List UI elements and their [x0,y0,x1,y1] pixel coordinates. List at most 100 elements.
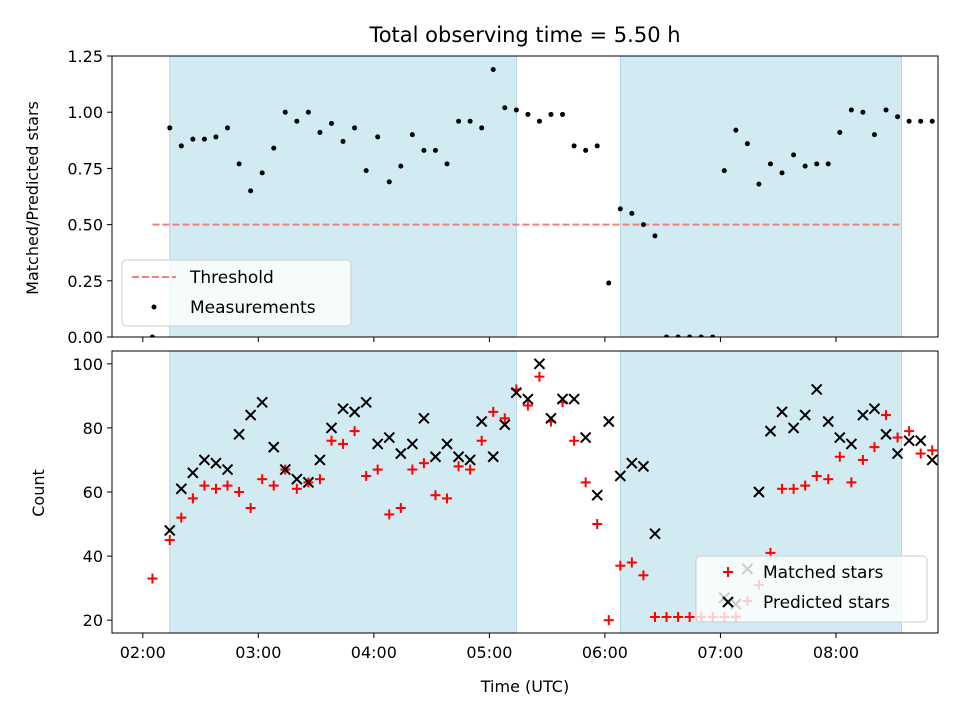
predicted-stars-point [834,431,846,444]
measurements-point [340,138,346,144]
measurements-point [178,143,184,149]
matched-legend-label: Matched stars [763,563,883,583]
matched-stars-point [811,470,822,481]
predicted-stars-point [533,358,546,370]
measurements-point [883,107,889,113]
measurements-point [167,125,173,131]
predicted-stars-point [325,422,338,434]
matched-stars-point [915,448,926,459]
measurements-point [652,233,658,239]
predicted-stars-point [464,454,476,466]
matched-stars-point [603,615,614,626]
measurements-point [825,161,831,167]
predicted-stars-point [822,415,834,428]
predicted-stars-point [579,431,592,444]
predicted-stars-point [545,412,557,425]
predicted-stars-point [810,383,823,396]
predicted-stars-point [406,438,419,450]
matched-stars-point [407,464,418,475]
measurements-point [906,118,912,124]
predicted-stars-point [510,386,523,399]
predicted-stars-point [395,447,407,460]
predicted-stars-point [475,415,488,428]
count-x-tick-label: 04:00 [351,643,397,662]
predicted-stars-point [891,447,904,460]
ratio-legend-box [121,259,352,327]
matched-stars-point [777,483,788,494]
count-x-axis-label: Time (UTC) [480,677,569,696]
measurements-point [548,111,554,117]
measurements-point [282,109,288,115]
matched-stars-point [430,490,441,501]
measurements-point [594,143,600,149]
measurements-point [201,136,207,142]
predicted-stars-point [776,406,788,418]
measurements-point [248,188,254,194]
count-panel: 20 40 60 80 100 02:00 03:00 04:00 05:00 06:00 07:… [29,350,939,696]
measurements-point [409,132,415,138]
count-x-axis: 02:00 03:00 04:00 05:00 06:00 07:00 08:00 [120,633,859,662]
matched-stars-point [580,477,591,488]
matched-stars-point [245,503,256,514]
matched-stars-point [453,461,464,472]
matched-stars-point [626,557,637,568]
predicted-stars-point [279,463,291,476]
count-legend: Matched stars Predicted stars [695,555,928,623]
measurements-point [871,132,877,138]
matched-stars-point [881,410,892,421]
count-y-tick-label: 20 [83,611,103,630]
matched-stars-point [673,611,684,622]
measurements-point [583,147,589,153]
predicted-stars-point [360,396,372,408]
predicted-stars-point [649,527,661,540]
matched-stars-point [684,611,695,622]
predicted-stars-point [175,483,188,495]
count-y-tick-label: 80 [83,419,103,438]
matched-legend-swatch [723,567,733,577]
ratio-y-axis: 0.00 0.25 0.50 0.75 1.00 1.25 [67,47,112,347]
predicted-stars-point [210,457,222,469]
ratio-y-axis-label: Matched/Predicted stars [23,101,42,295]
predicted-stars-point [291,473,303,485]
matched-stars-point [569,435,580,446]
matched-stars-point [349,426,360,437]
matched-stars-point [800,480,811,491]
matched-stars-point [314,474,325,485]
measurements-point [560,111,566,117]
count-y-axis: 20 40 60 80 100 [72,355,112,630]
matched-stars-point [257,474,268,485]
predicted-stars-point [348,406,361,418]
matched-stars-point [476,435,487,446]
matched-stars-point [187,493,198,504]
predicted-stars-point [914,435,927,447]
measurements-point [398,163,404,169]
predicted-stars-point [926,454,938,466]
measurements-point [629,210,635,216]
matched-stars-point [846,477,857,488]
measurements-point [421,147,427,153]
count-x-tick-label: 03:00 [235,643,281,662]
predicted-stars-point [487,451,499,463]
measurements-point [225,125,231,131]
measurements-point [767,161,773,167]
measurements-point [721,168,727,174]
predicted-stars-point [187,467,199,479]
predicted-stars-point [268,441,280,453]
matched-stars-point [834,451,845,462]
measurements-point [317,129,323,135]
matched-stars-point [857,454,868,465]
matched-stars-point [904,426,915,437]
matched-stars-point [927,445,938,456]
matched-stars-point [222,480,233,491]
threshold-legend-label: Threshold [189,268,274,288]
matched-stars-point [488,406,499,417]
matched-stars-point [338,438,349,449]
predicted-stars-point [198,454,211,466]
measurements-point [571,143,577,149]
measurements-point [271,145,277,151]
measurements-point [664,334,670,337]
measurements-point [386,179,392,185]
matched-stars-point [869,442,880,453]
measurements-point [479,125,485,131]
